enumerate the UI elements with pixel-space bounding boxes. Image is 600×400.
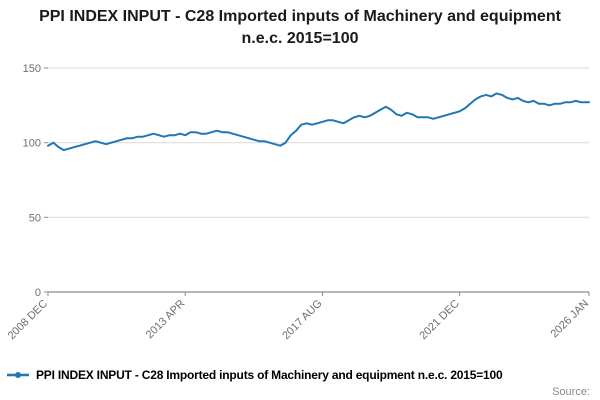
legend: PPI INDEX INPUT - C28 Imported inputs of… [6,368,598,382]
legend-line-icon [7,372,29,378]
y-tick-label: 0 [35,287,41,299]
y-tick-label: 150 [23,63,41,75]
x-tick-label: 2021 DEC [417,298,461,342]
data-line [47,92,590,152]
source-label: Source: [552,386,590,398]
line-chart-plot-area: 0 50 100 150 2008 DEC 2013 APR 2017 AUG 2021 DE… [6,63,591,342]
x-tick-label: 2008 DEC [6,298,50,342]
legend-label: PPI INDEX INPUT - C28 Imported inputs of… [36,368,503,382]
x-tick-label: 2013 APR [144,298,188,342]
chart-title: PPI INDEX INPUT - C28 Imported inputs of… [39,8,561,47]
x-tick-label: 2017 AUG [280,298,324,342]
y-tick-label: 50 [29,212,41,224]
y-tick-label: 100 [23,138,41,150]
x-tick-label: 2026 JAN [548,298,591,341]
